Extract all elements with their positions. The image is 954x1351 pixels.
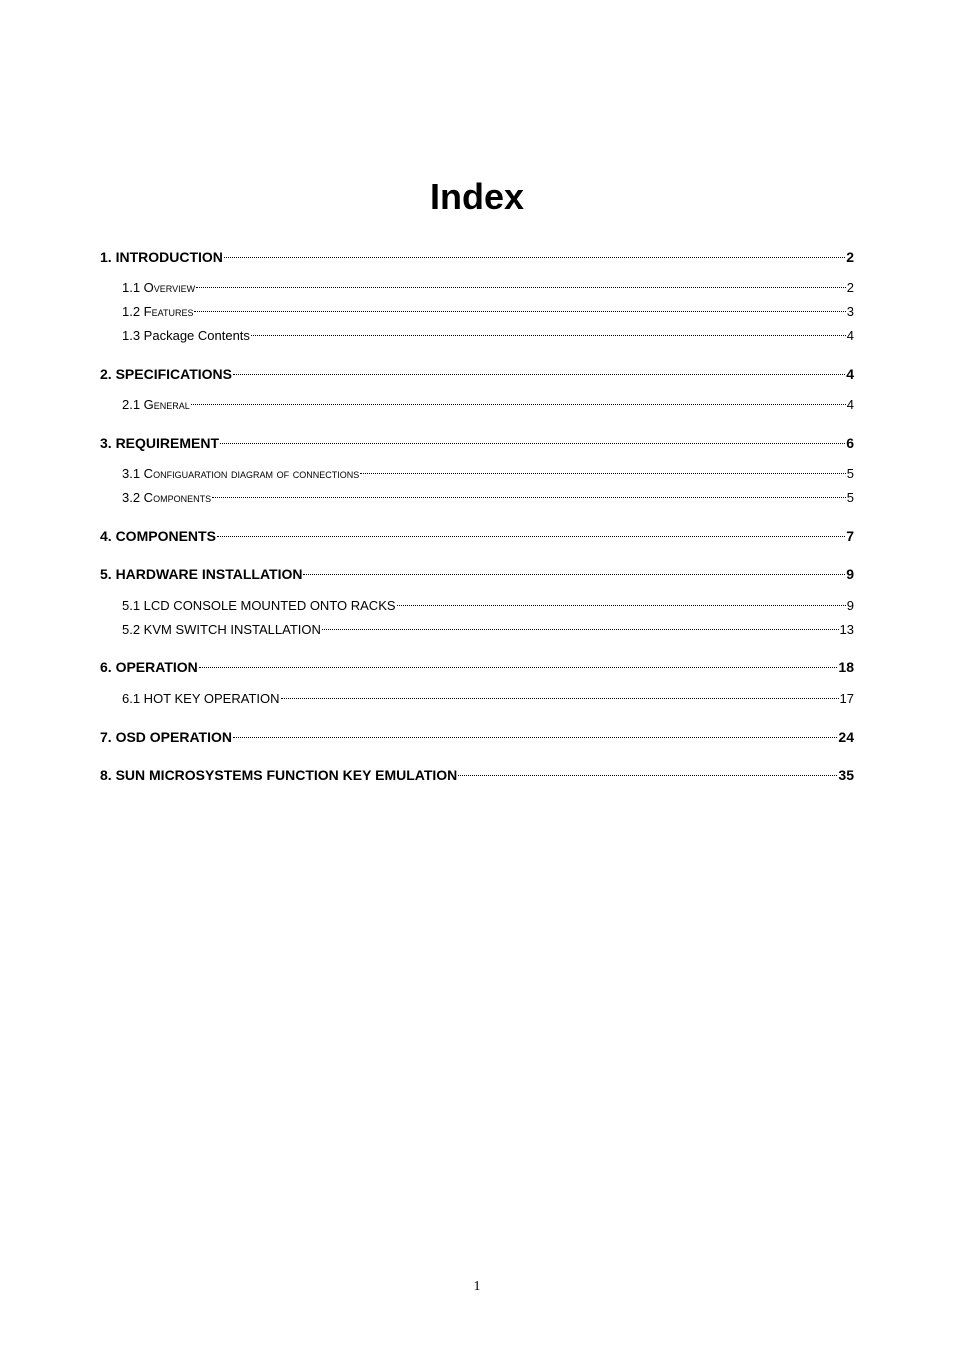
toc-entry-page: 3: [847, 302, 854, 323]
toc-entry: 8. SUN MICROSYSTEMS FUNCTION KEY EMULATI…: [100, 764, 854, 786]
toc-entry: 4. COMPONENTS 7: [100, 525, 854, 547]
toc-leader-dots: [199, 667, 838, 668]
toc-leader-dots: [217, 536, 845, 537]
toc-entry: 3.1 Configuaration diagram of connection…: [122, 464, 854, 485]
toc-leader-dots: [233, 374, 845, 375]
toc-entry-label: 1. INTRODUCTION: [100, 246, 223, 268]
toc-entry-page: 6: [846, 432, 854, 454]
toc-entry-page: 35: [838, 764, 854, 786]
toc-entry: 6. OPERATION 18: [100, 656, 854, 678]
toc-entry-label: 7. OSD OPERATION: [100, 726, 232, 748]
toc-entry: 2.1 General 4: [122, 395, 854, 416]
toc-entry: 2. SPECIFICATIONS 4: [100, 363, 854, 385]
toc-entry: 1.3 Package Contents 4: [122, 326, 854, 347]
toc-entry: 3.2 Components 5: [122, 488, 854, 509]
page-title: Index: [100, 176, 854, 218]
toc-entry-label: 6.1 HOT KEY OPERATION: [122, 689, 280, 710]
toc-entry: 5.1 LCD CONSOLE MOUNTED ONTO RACKS 9: [122, 596, 854, 617]
toc-entry-page: 17: [840, 689, 854, 710]
toc-entry: 1.2 Features 3: [122, 302, 854, 323]
toc-entry-label: 4. COMPONENTS: [100, 525, 216, 547]
toc-leader-dots: [303, 574, 845, 575]
toc-entry-page: 5: [847, 464, 854, 485]
toc-entry: 3. REQUIREMENT 6: [100, 432, 854, 454]
toc-leader-dots: [322, 629, 839, 630]
toc-leader-dots: [251, 335, 846, 336]
toc-entry-label: 2. SPECIFICATIONS: [100, 363, 232, 385]
toc-entry-page: 18: [838, 656, 854, 678]
toc-entry: 1.1 Overview 2: [122, 278, 854, 299]
toc-entry-label: 5.2 KVM SWITCH INSTALLATION: [122, 620, 321, 641]
toc-entry: 5.2 KVM SWITCH INSTALLATION 13: [122, 620, 854, 641]
page-number: 1: [474, 1279, 481, 1295]
toc-entry-label: 8. SUN MICROSYSTEMS FUNCTION KEY EMULATI…: [100, 764, 457, 786]
toc-entry-label: 2.1 General: [122, 395, 190, 416]
toc-entry-label: 6. OPERATION: [100, 656, 198, 678]
toc-entry-page: 2: [846, 246, 854, 268]
toc-entry-label: 3. REQUIREMENT: [100, 432, 219, 454]
toc-leader-dots: [458, 775, 837, 776]
toc-leader-dots: [224, 257, 845, 258]
toc-entry-page: 4: [846, 363, 854, 385]
toc-entry-page: 9: [847, 596, 854, 617]
toc-entry-label: 1.3 Package Contents: [122, 326, 250, 347]
toc-entry: 7. OSD OPERATION 24: [100, 726, 854, 748]
toc-leader-dots: [397, 605, 846, 606]
toc-entry-label: 5. HARDWARE INSTALLATION: [100, 563, 302, 585]
toc-entry-label: 1.2 Features: [122, 302, 193, 323]
toc-entry-page: 13: [840, 620, 854, 641]
toc-entry: 6.1 HOT KEY OPERATION 17: [122, 689, 854, 710]
toc-entry-label: 5.1 LCD CONSOLE MOUNTED ONTO RACKS: [122, 596, 396, 617]
toc-leader-dots: [360, 473, 846, 474]
toc-entry-label: 3.1 Configuaration diagram of connection…: [122, 464, 359, 485]
toc-leader-dots: [220, 443, 845, 444]
toc-entry-page: 4: [847, 395, 854, 416]
toc-leader-dots: [194, 311, 845, 312]
toc-entry-page: 7: [846, 525, 854, 547]
toc-entry-label: 3.2 Components: [122, 488, 211, 509]
toc-leader-dots: [196, 287, 846, 288]
table-of-contents: 1. INTRODUCTION 2 1.1 Overview 2 1.2 Feature…: [100, 246, 854, 786]
toc-entry-page: 4: [847, 326, 854, 347]
toc-leader-dots: [191, 404, 846, 405]
toc-entry-label: 1.1 Overview: [122, 278, 195, 299]
toc-leader-dots: [281, 698, 839, 699]
toc-leader-dots: [212, 497, 846, 498]
toc-entry-page: 5: [847, 488, 854, 509]
toc-entry: 1. INTRODUCTION 2: [100, 246, 854, 268]
toc-leader-dots: [233, 737, 837, 738]
toc-entry-page: 2: [847, 278, 854, 299]
toc-entry-page: 9: [846, 563, 854, 585]
toc-entry: 5. HARDWARE INSTALLATION 9: [100, 563, 854, 585]
toc-entry-page: 24: [838, 726, 854, 748]
